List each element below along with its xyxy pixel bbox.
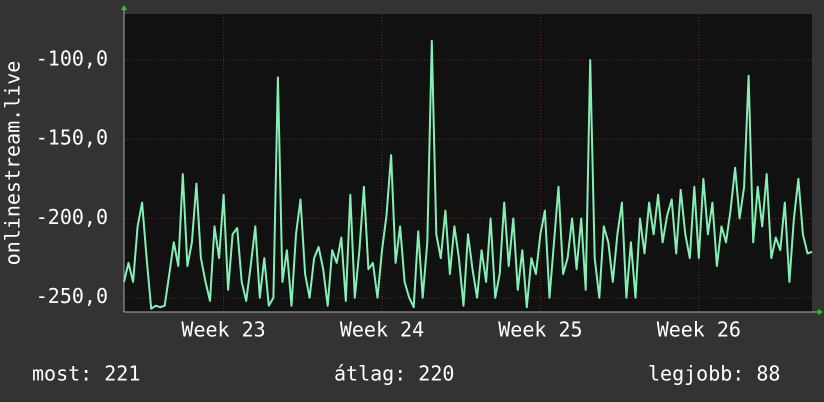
x-tick-label: Week 25: [498, 318, 582, 342]
footer-stat: átlag: 220: [334, 362, 454, 386]
footer-stat: legjobb: 88: [648, 362, 780, 386]
y-tick-label: -250,0: [36, 284, 108, 308]
y-axis-label: onlinestream.live: [1, 61, 25, 266]
footer-stat: most: 221: [32, 362, 140, 386]
y-tick-label: -100,0: [36, 46, 108, 70]
x-tick-label: Week 26: [657, 318, 741, 342]
y-tick-label: -200,0: [36, 205, 108, 229]
x-tick-label: Week 23: [181, 318, 265, 342]
data-line: [123, 39, 813, 310]
y-tick-label: -150,0: [36, 126, 108, 150]
x-tick-label: Week 24: [340, 318, 424, 342]
plot-area: [124, 14, 812, 312]
axis-arrow: [818, 309, 823, 315]
axis-arrow: [121, 5, 127, 10]
